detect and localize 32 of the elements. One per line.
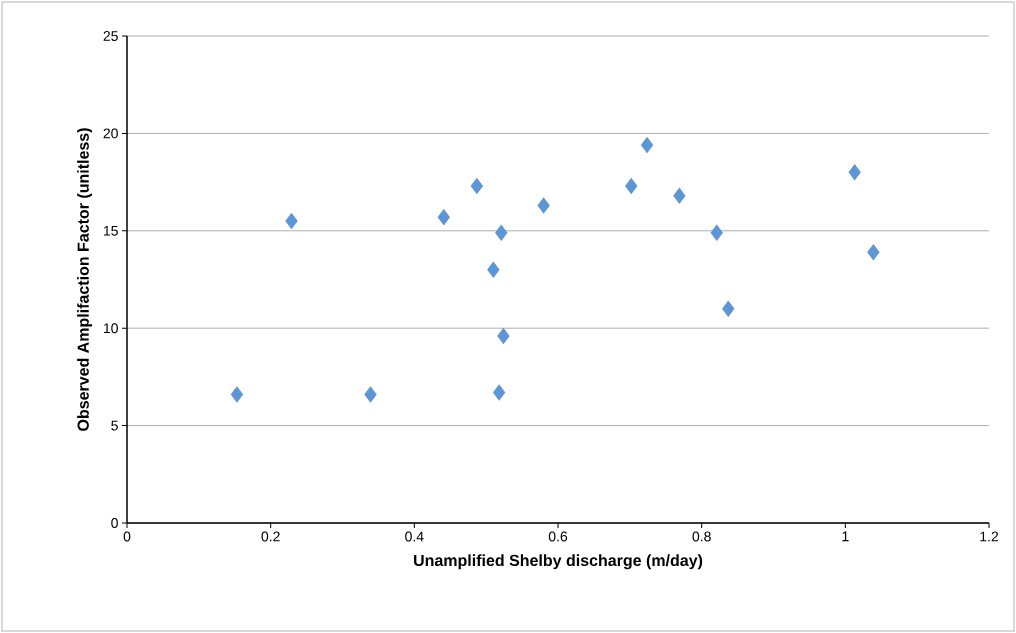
point — [487, 261, 500, 278]
point — [497, 327, 510, 345]
y-tick-label: 15 — [103, 225, 118, 236]
point — [867, 244, 880, 261]
y-tick-label: 25 — [103, 31, 118, 41]
x-tick-label: 0.4 — [405, 531, 424, 542]
point — [230, 386, 244, 403]
y-axis-title: Observed Amplifaction Factor (unitless) — [77, 128, 93, 431]
point — [537, 197, 550, 214]
point — [722, 300, 735, 317]
y-tick-label: 10 — [103, 323, 118, 334]
y-tick-label: 20 — [103, 128, 118, 139]
point — [492, 384, 506, 401]
y-tick-label: 0 — [111, 518, 118, 528]
x-tick-label: 0.2 — [261, 531, 280, 542]
x-tick-label: 0 — [123, 531, 131, 542]
x-axis-title: Unamplified Shelby discharge (m/day) — [414, 554, 703, 570]
point — [625, 177, 638, 195]
point — [848, 164, 861, 181]
point — [673, 187, 686, 204]
point — [437, 209, 450, 226]
point — [495, 224, 508, 241]
point — [710, 224, 723, 241]
x-tick-label: 0.6 — [548, 531, 568, 542]
point — [640, 136, 654, 154]
point — [470, 177, 483, 195]
x-tick-label: 1.2 — [980, 531, 999, 542]
x-tick-label: 1 — [842, 531, 849, 542]
y-tick-label: 5 — [111, 420, 118, 431]
point — [285, 212, 298, 230]
x-tick-label: 0.8 — [692, 531, 711, 542]
point — [364, 386, 377, 403]
